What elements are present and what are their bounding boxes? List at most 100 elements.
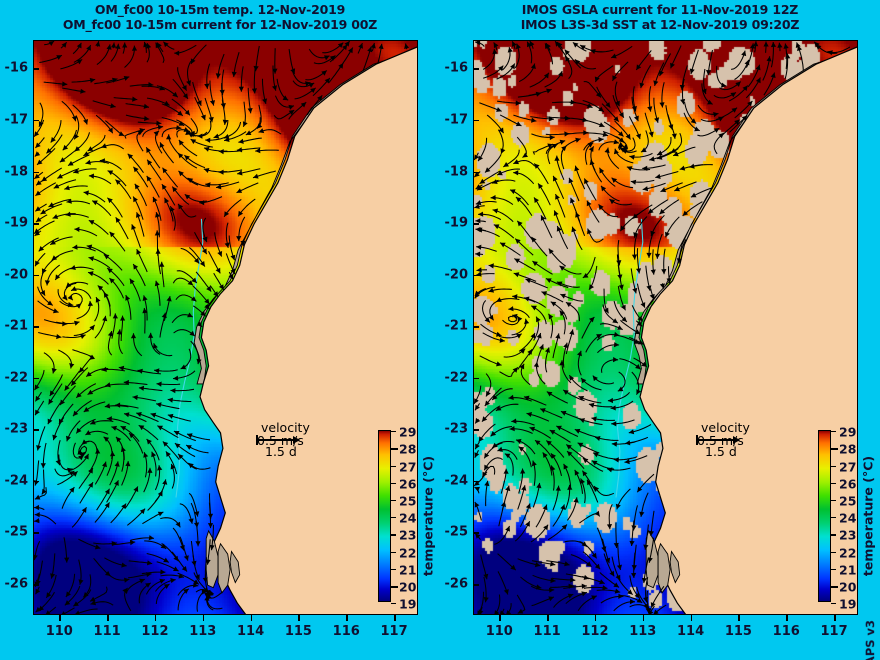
streamline-arrowhead xyxy=(159,578,165,584)
streamline-arrowhead xyxy=(474,480,480,486)
streamline-arrowhead xyxy=(627,589,633,595)
colorbar-tick xyxy=(391,431,396,433)
panel-right: IMOS GSLA current for 11-Nov-2019 12Z IMO… xyxy=(440,0,880,660)
streamline-arrowhead xyxy=(83,592,89,598)
streamline-arrowhead xyxy=(76,42,82,49)
streamline-arrowhead xyxy=(224,137,230,142)
streamline-arrowhead xyxy=(566,444,572,450)
streamline-arrowhead xyxy=(288,110,295,115)
streamline-arrowhead xyxy=(321,70,327,76)
streamline-arrowhead xyxy=(598,204,604,210)
colorbar-label-27: 27 xyxy=(839,459,857,475)
streamline-arrowhead xyxy=(503,589,509,595)
streamline-arrowhead xyxy=(514,258,520,264)
streamline-arrowhead xyxy=(591,416,597,422)
streamline-arrowhead xyxy=(530,332,536,339)
streamline-arrowhead xyxy=(665,231,670,238)
streamline-arrowhead xyxy=(515,197,522,203)
streamline-arrowhead xyxy=(587,142,594,148)
streamline-arrowhead xyxy=(579,418,585,423)
streamline-arrowhead xyxy=(159,85,165,91)
streamline-arrowhead xyxy=(613,542,619,548)
streamline-arrowhead xyxy=(581,591,587,597)
streamline-arrowhead xyxy=(500,501,506,507)
streamline-arrowhead xyxy=(34,173,40,179)
streamline xyxy=(168,134,181,157)
colorbar-tick xyxy=(831,568,836,570)
streamline-arrowhead xyxy=(40,209,47,215)
streamline-arrowhead xyxy=(474,502,480,508)
streamline-arrowhead xyxy=(523,395,530,401)
streamline-arrowhead xyxy=(163,41,169,48)
streamline-arrowhead xyxy=(104,502,110,509)
streamline-arrowhead xyxy=(87,146,94,151)
streamline-arrowhead xyxy=(611,53,617,59)
streamline-arrowhead xyxy=(517,608,524,614)
streamline-arrowhead xyxy=(121,562,127,568)
colorbar-label-28: 28 xyxy=(839,441,857,457)
streamline-arrowhead xyxy=(148,332,154,338)
streamline xyxy=(177,584,199,596)
streamline-arrowhead xyxy=(536,316,541,323)
streamline-arrowhead xyxy=(71,115,77,122)
streamline-arrowhead xyxy=(35,260,40,267)
streamline-arrowhead xyxy=(154,368,160,374)
streamline-arrowhead xyxy=(116,436,122,443)
streamline-arrowhead xyxy=(181,566,187,572)
streamline-arrowhead xyxy=(648,131,654,138)
streamline-arrowhead xyxy=(578,396,585,401)
streamline-arrowhead xyxy=(586,561,592,567)
streamline-arrowhead xyxy=(305,81,311,87)
streamline-arrowhead xyxy=(159,261,165,267)
xtick-mark xyxy=(738,615,740,621)
streamline-arrowhead xyxy=(181,85,187,91)
streamline-arrowhead xyxy=(224,242,230,248)
streamline-arrowhead xyxy=(550,561,556,567)
streamline-arrowhead xyxy=(531,236,537,243)
streamline-arrowhead xyxy=(550,453,556,459)
streamline-arrowhead xyxy=(222,119,228,125)
streamline-arrowhead xyxy=(242,121,248,127)
streamline-arrowhead xyxy=(145,582,151,588)
streamline-arrowhead xyxy=(478,609,484,614)
ytick-mark xyxy=(33,377,39,380)
ytick-label--21: -21 xyxy=(4,318,29,334)
map-vector-overlay xyxy=(474,41,857,614)
streamline-arrowhead xyxy=(530,63,536,69)
streamline-arrowhead xyxy=(598,106,604,112)
streamline-arrowhead xyxy=(251,88,257,94)
streamline-arrowhead xyxy=(230,268,236,275)
streamline-arrowhead xyxy=(133,196,138,203)
streamline-arrowhead xyxy=(474,154,479,160)
streamline-arrowhead xyxy=(88,271,94,277)
streamline-arrowhead xyxy=(178,453,184,460)
streamline-arrowhead xyxy=(615,100,620,107)
streamline-arrowhead xyxy=(50,573,56,579)
streamline-arrowhead xyxy=(550,577,556,584)
ytick-mark xyxy=(473,584,479,586)
streamline-arrowhead xyxy=(505,485,511,492)
streamline-arrowhead xyxy=(580,45,586,50)
streamline-arrowhead xyxy=(518,446,525,452)
streamline-arrowhead xyxy=(613,331,620,337)
streamline-arrowhead xyxy=(543,72,549,79)
streamline-arrowhead xyxy=(155,248,161,254)
streamline-arrowhead xyxy=(492,179,498,184)
streamline-arrowhead xyxy=(83,119,89,125)
streamline-arrowhead xyxy=(161,312,167,319)
colorbar-tick xyxy=(831,586,838,588)
streamline-arrowhead xyxy=(142,308,148,314)
streamline-arrowhead xyxy=(64,385,70,391)
streamline xyxy=(592,375,615,385)
streamline-arrowhead xyxy=(484,400,490,406)
streamline-arrowhead xyxy=(569,375,575,381)
map-vector-overlay xyxy=(34,41,417,614)
streamline-arrowhead xyxy=(76,59,83,65)
streamline-arrowhead xyxy=(609,199,615,205)
streamline-arrowhead xyxy=(783,43,789,49)
streamline xyxy=(76,300,91,320)
velocity-key-arrow xyxy=(696,435,740,444)
streamline-arrowhead xyxy=(689,163,695,169)
streamline-arrowhead xyxy=(555,194,560,200)
